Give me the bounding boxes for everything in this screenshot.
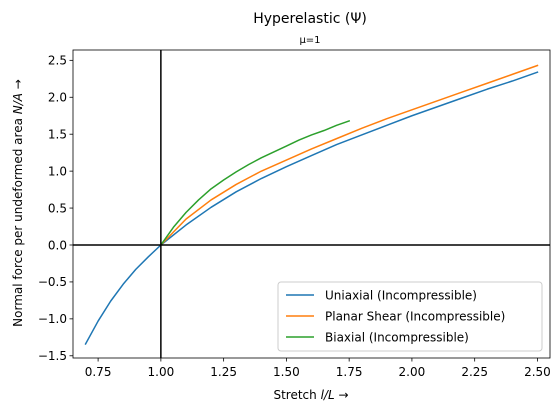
series-line [159,119,351,247]
x-tick-label: 2.00 [399,365,426,379]
legend-label: Planar Shear (Incompressible) [325,310,505,324]
chart-subtitle: μ=1 [299,35,320,46]
legend-box [277,281,543,352]
y-tick-label: 1.0 [48,164,67,178]
y-axis-ticks: −1.5 −1.0 −0.5 0.0 0.5 1.0 1.5 2.0 2.5 [38,54,73,363]
x-axis-label-arrow: → [335,388,349,402]
x-tick-label: 1.75 [336,365,363,379]
y-tick-label: −1.5 [38,349,67,363]
y-tick-label: 2.0 [48,91,67,105]
x-axis-label-text: Stretch [273,388,320,402]
x-tick-label: 2.25 [461,365,488,379]
legend-label: Uniaxial (Incompressible) [325,289,477,303]
y-tick-label: −1.0 [38,312,67,326]
legend-label: Biaxial (Incompressible) [325,331,469,345]
legend: Uniaxial (Incompressible) Planar Shear (… [277,281,543,352]
y-axis-label-arrow: → [11,79,25,93]
x-tick-label: 1.00 [148,365,175,379]
x-axis-ticks: 0.75 1.00 1.25 1.50 1.75 2.00 2.25 2.50 [85,358,551,379]
plot-frame [72,49,551,359]
x-axis-label-variable: l/L [321,388,335,402]
y-axis-label-variable: N/A [11,93,25,114]
y-tick-label: 2.5 [48,54,67,68]
y-tick-label: 0.5 [48,201,67,215]
series-line [84,71,539,345]
x-axis-label: Stretch l/L → [273,388,348,402]
y-axis-label: Normal force per undeformed area N/A → [11,79,25,327]
x-tick-label: 2.50 [524,365,551,379]
y-tick-label: 1.5 [48,128,67,142]
series-line [159,64,539,247]
x-tick-label: 1.50 [273,365,300,379]
y-tick-label: −0.5 [38,275,67,289]
chart-title: Hyperelastic (Ψ) [253,11,367,27]
y-tick-label: 0.0 [48,238,67,252]
x-tick-label: 0.75 [85,365,112,379]
x-tick-label: 1.25 [210,365,237,379]
y-axis-label-text: Normal force per undeformed area [11,114,25,327]
plot-area [73,50,550,358]
